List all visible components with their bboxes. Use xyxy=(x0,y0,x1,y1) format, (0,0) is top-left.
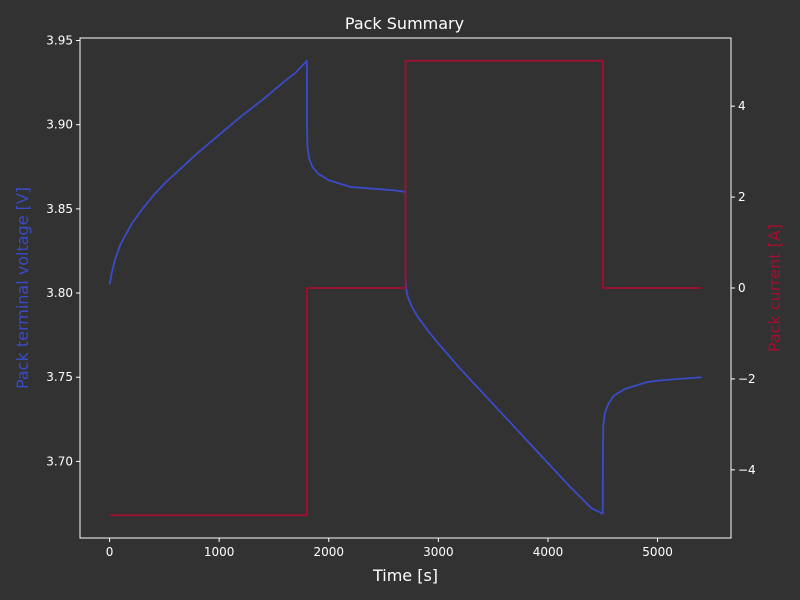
y-left-tick-label: 3.90 xyxy=(46,118,73,132)
y-right-tick-label: 0 xyxy=(738,281,746,295)
y-left-tick-label: 3.80 xyxy=(46,286,73,300)
x-tick-label: 5000 xyxy=(642,545,673,559)
y-axis-left-label: Pack terminal voltage [V] xyxy=(13,187,32,389)
x-axis-label: Time [s] xyxy=(372,566,438,585)
y-axis-right: −4 −2 0 2 4 xyxy=(731,99,756,477)
x-tick-label: 3000 xyxy=(423,545,454,559)
y-left-tick-label: 3.95 xyxy=(46,34,73,48)
chart-title: Pack Summary xyxy=(345,14,464,33)
x-tick-label: 4000 xyxy=(533,545,564,559)
x-tick-label: 1000 xyxy=(204,545,235,559)
y-right-tick-label: 4 xyxy=(738,99,746,113)
y-axis-left: 3.70 3.75 3.80 3.85 3.90 3.95 xyxy=(46,34,80,468)
series-layer xyxy=(108,59,702,517)
y-left-tick-label: 3.85 xyxy=(46,202,73,216)
y-right-tick-label: −2 xyxy=(738,372,756,386)
y-right-tick-label: −4 xyxy=(738,463,756,477)
x-tick-label: 2000 xyxy=(314,545,345,559)
y-left-tick-label: 3.75 xyxy=(46,370,73,384)
y-axis-right-label: Pack current [A] xyxy=(765,224,784,352)
pack-current-line xyxy=(109,59,702,517)
x-tick-label: 0 xyxy=(106,545,114,559)
x-axis: 0 1000 2000 3000 4000 5000 xyxy=(106,538,673,559)
y-right-tick-label: 2 xyxy=(738,190,746,204)
plot-area xyxy=(79,37,732,539)
y-left-tick-label: 3.70 xyxy=(46,454,73,468)
